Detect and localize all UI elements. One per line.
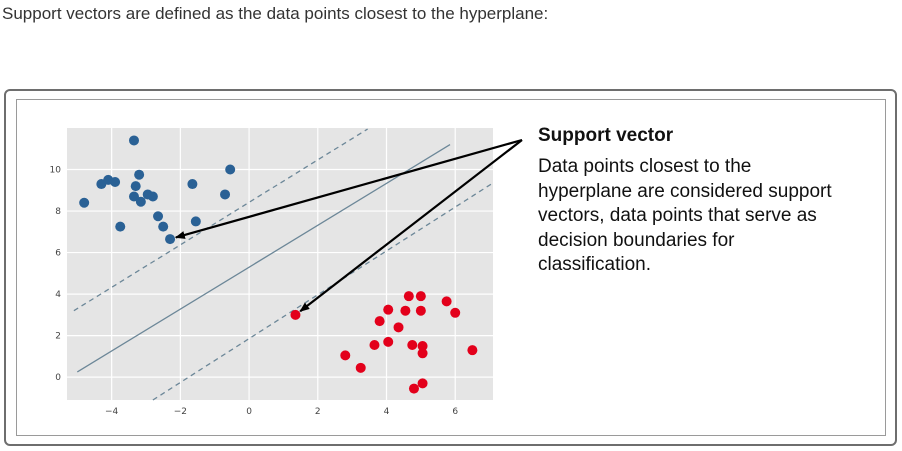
annotation-arrow — [299, 139, 523, 313]
red-class-point — [408, 383, 419, 394]
red-class-point — [407, 339, 418, 350]
blue-class-point — [165, 234, 176, 245]
y-tick-label: 2 — [55, 332, 61, 342]
margin-line — [73, 128, 368, 312]
blue-class-point — [225, 164, 236, 175]
blue-class-point — [79, 197, 90, 208]
blue-class-point — [128, 135, 139, 146]
red-class-point — [403, 291, 414, 302]
blue-class-point — [110, 176, 121, 187]
x-tick-label: −4 — [105, 407, 119, 417]
blue-class-point — [115, 221, 126, 232]
blue-class-point — [147, 191, 158, 202]
y-tick-label: 8 — [55, 207, 61, 217]
hyperplane-line — [76, 144, 451, 373]
y-tick-label: 0 — [55, 373, 61, 383]
red-class-point — [467, 345, 478, 356]
red-class-point — [355, 362, 366, 373]
y-tick-label: 4 — [55, 290, 61, 300]
red-class-point — [290, 309, 301, 320]
blue-class-point — [158, 221, 169, 232]
blue-class-point — [187, 179, 198, 190]
figure-inner-frame — [16, 99, 886, 436]
margin-line — [152, 183, 492, 401]
red-class-point — [450, 307, 461, 318]
red-class-point — [374, 316, 385, 327]
red-class-point — [393, 322, 404, 333]
annotation-text: Data points closest to the hyperplane ar… — [538, 156, 832, 275]
blue-class-point — [220, 189, 231, 200]
annotation-title: Support vector — [538, 125, 674, 146]
red-class-point — [417, 341, 428, 352]
y-tick-label: 10 — [50, 166, 62, 176]
plot-background — [67, 128, 493, 400]
blue-class-point — [134, 169, 145, 180]
x-tick-label: −2 — [174, 407, 187, 417]
red-class-point — [369, 339, 380, 350]
red-class-point — [415, 305, 426, 316]
red-class-point — [415, 291, 426, 302]
red-class-point — [340, 350, 351, 361]
red-class-point — [383, 336, 394, 347]
annotation-arrow — [174, 138, 523, 239]
red-class-point — [383, 304, 394, 315]
blue-class-point — [153, 211, 164, 222]
x-tick-label: 0 — [246, 407, 252, 417]
blue-class-point — [135, 196, 146, 207]
intro-text: Support vectors are defined as the data … — [2, 4, 549, 23]
red-class-point — [417, 348, 428, 359]
x-tick-label: 6 — [452, 407, 458, 417]
blue-class-point — [130, 181, 141, 192]
red-class-point — [417, 378, 428, 389]
x-tick-label: 2 — [315, 407, 321, 417]
red-class-point — [400, 305, 411, 316]
blue-class-point — [128, 191, 139, 202]
y-tick-label: 6 — [55, 249, 61, 259]
x-tick-label: 4 — [384, 407, 390, 417]
red-class-point — [441, 296, 452, 307]
blue-class-point — [190, 216, 201, 227]
